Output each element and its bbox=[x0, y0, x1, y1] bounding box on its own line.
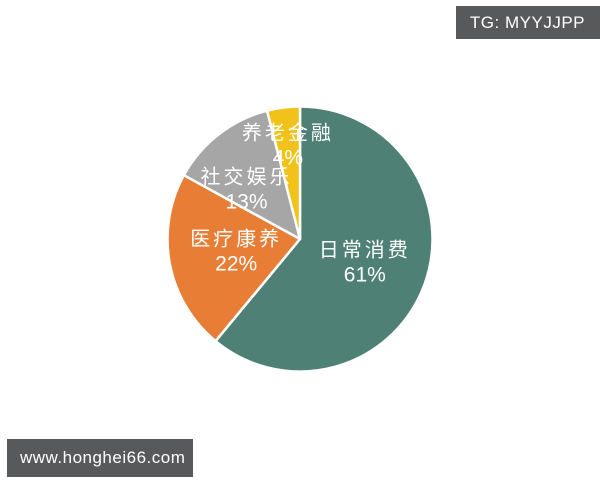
tg-watermark-text: TG: MYYJJPP bbox=[469, 12, 585, 32]
site-watermark-text: www.honghei66.com bbox=[20, 448, 186, 467]
pie-slice-1 bbox=[214, 105, 434, 373]
pie-slice-4 bbox=[265, 105, 302, 241]
pie-slice-2 bbox=[166, 173, 302, 343]
pie-slice-3 bbox=[182, 109, 302, 241]
site-watermark-badge: www.honghei66.com bbox=[7, 439, 193, 477]
tg-watermark-badge: TG: MYYJJPP bbox=[455, 6, 600, 39]
